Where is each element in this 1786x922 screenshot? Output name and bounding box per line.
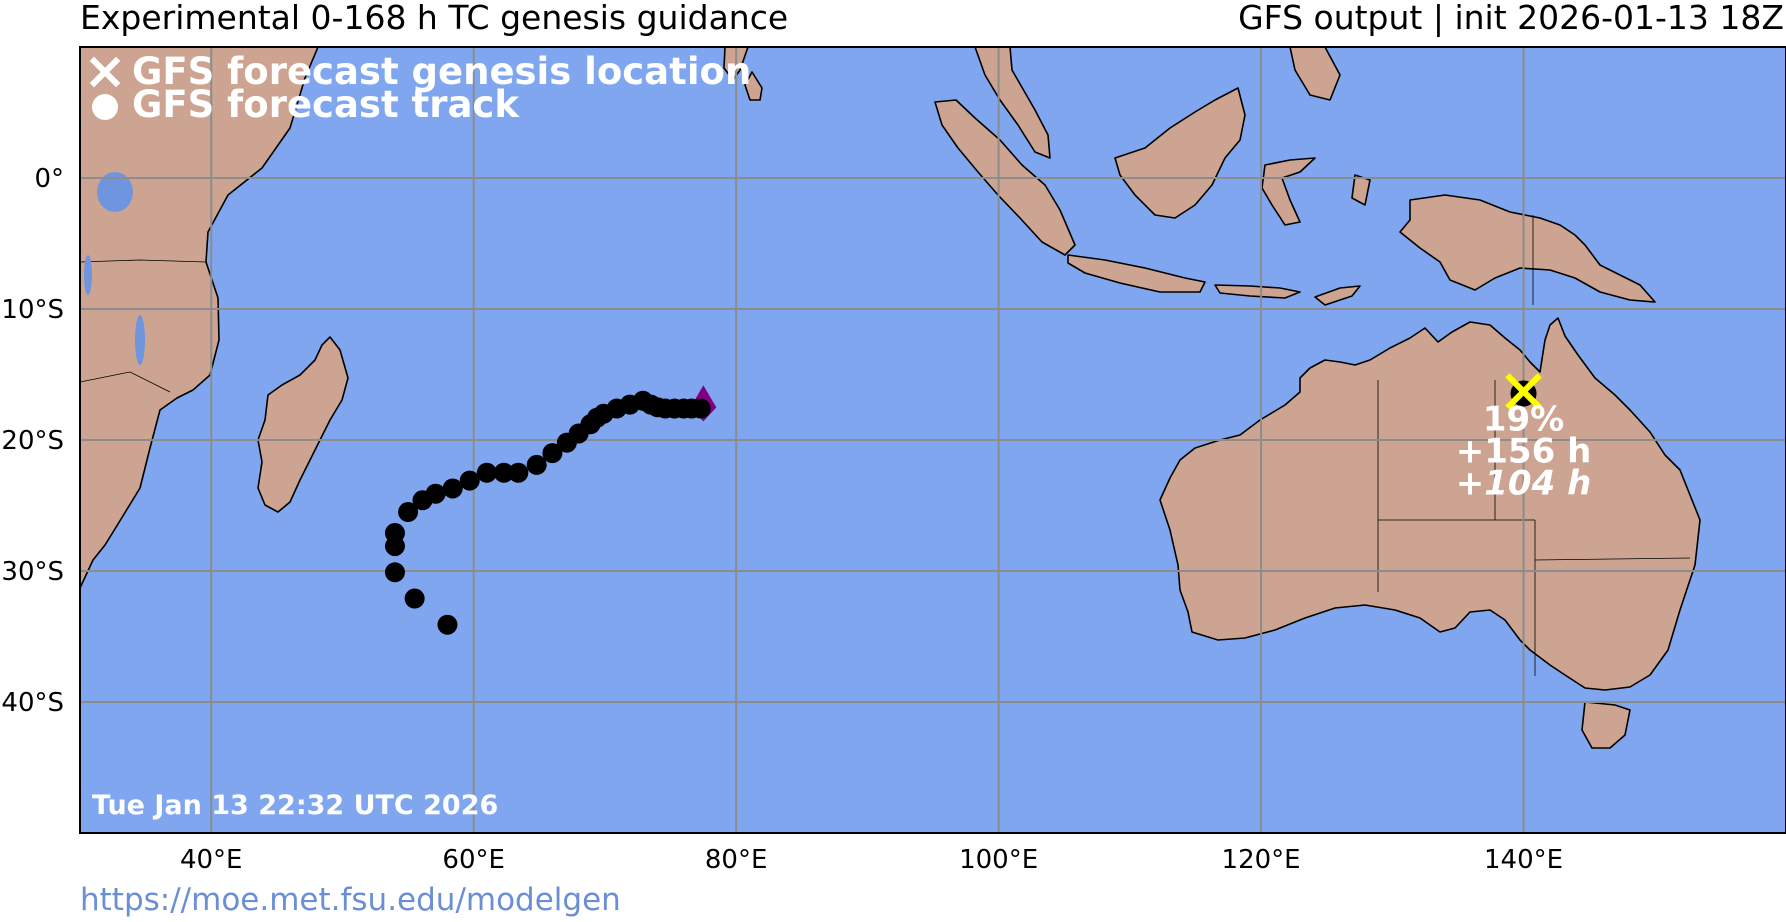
track-point <box>384 562 405 583</box>
model-init-title: GFS output | init 2026-01-13 18Z <box>1238 0 1784 37</box>
lake-malawi <box>135 315 145 365</box>
track-point <box>542 443 563 464</box>
legend-genesis-label: GFS forecast genesis location <box>132 50 751 93</box>
new-guinea <box>1399 194 1656 303</box>
track-point <box>412 490 433 511</box>
lake-victoria <box>97 172 133 212</box>
lat-tick-label: 0° <box>34 164 64 194</box>
tasmania <box>1581 701 1631 749</box>
track-point <box>459 470 480 491</box>
genesis-marker-icon <box>1505 373 1542 410</box>
legend: GFS forecast genesis location GFS foreca… <box>89 50 751 126</box>
track-point <box>398 502 419 523</box>
lon-tick-label: 100°E <box>959 845 1038 875</box>
lat-tick-label: 40°S <box>1 688 64 718</box>
lead-time: +104 h <box>1456 464 1592 504</box>
africa-landmass <box>80 47 319 589</box>
lon-tick-label: 60°E <box>442 845 505 875</box>
land-borders <box>80 215 1691 676</box>
genesis-probability: 19% <box>1483 400 1564 440</box>
genesis-legend-icon <box>89 56 121 88</box>
lon-tick-label: 40°E <box>180 845 243 875</box>
storm-layer: 19%+156 h+104 h <box>1456 373 1592 504</box>
source-url-link[interactable]: https://moe.met.fsu.edu/modelgen <box>80 882 621 918</box>
lesser-sunda <box>1214 284 1301 299</box>
genesis-marker-stroke <box>1505 373 1542 410</box>
track-point <box>384 536 405 557</box>
legend-track-label: GFS forecast track <box>132 83 520 126</box>
sri-lanka <box>744 71 763 101</box>
lon-tick-label: 80°E <box>705 845 768 875</box>
sulawesi <box>1261 157 1316 226</box>
philippines <box>1289 47 1341 101</box>
track-point <box>508 462 529 483</box>
australia <box>1159 317 1701 691</box>
lat-tick-label: 10°S <box>1 295 64 325</box>
gridlines <box>80 47 1786 833</box>
track-point <box>404 588 425 609</box>
track-point <box>526 454 547 475</box>
track-point <box>476 462 497 483</box>
track-point <box>493 462 514 483</box>
lake-tanganyika <box>84 255 92 295</box>
qld-nsw-border <box>1534 557 1691 561</box>
timestamp: Tue Jan 13 22:32 UTC 2026 <box>92 790 498 821</box>
track-point <box>556 432 577 453</box>
lon-tick-label: 120°E <box>1222 845 1301 875</box>
track-layer <box>384 385 717 635</box>
lakes <box>84 172 145 365</box>
timor <box>1314 285 1361 306</box>
borneo <box>1114 87 1246 219</box>
track-point <box>437 614 458 635</box>
lat-tick-label: 20°S <box>1 426 64 456</box>
genesis-time: +156 h <box>1456 432 1592 472</box>
lat-tick-label: 30°S <box>1 557 64 587</box>
map-title: Experimental 0-168 h TC genesis guidance <box>80 0 789 37</box>
track-point <box>442 478 463 499</box>
mozambique-border <box>80 371 171 393</box>
java <box>1067 254 1206 293</box>
tick-labels: 40°E 60°E 80°E 100°E 120°E 140°E 0° 10°S 20°S 30°… <box>1 164 1563 875</box>
madagascar <box>257 336 349 513</box>
tanzania-border <box>80 259 207 263</box>
map-frame <box>79 46 1786 834</box>
malay-peninsula <box>974 47 1051 159</box>
track-legend-icon <box>92 94 118 120</box>
lon-tick-label: 140°E <box>1484 845 1563 875</box>
